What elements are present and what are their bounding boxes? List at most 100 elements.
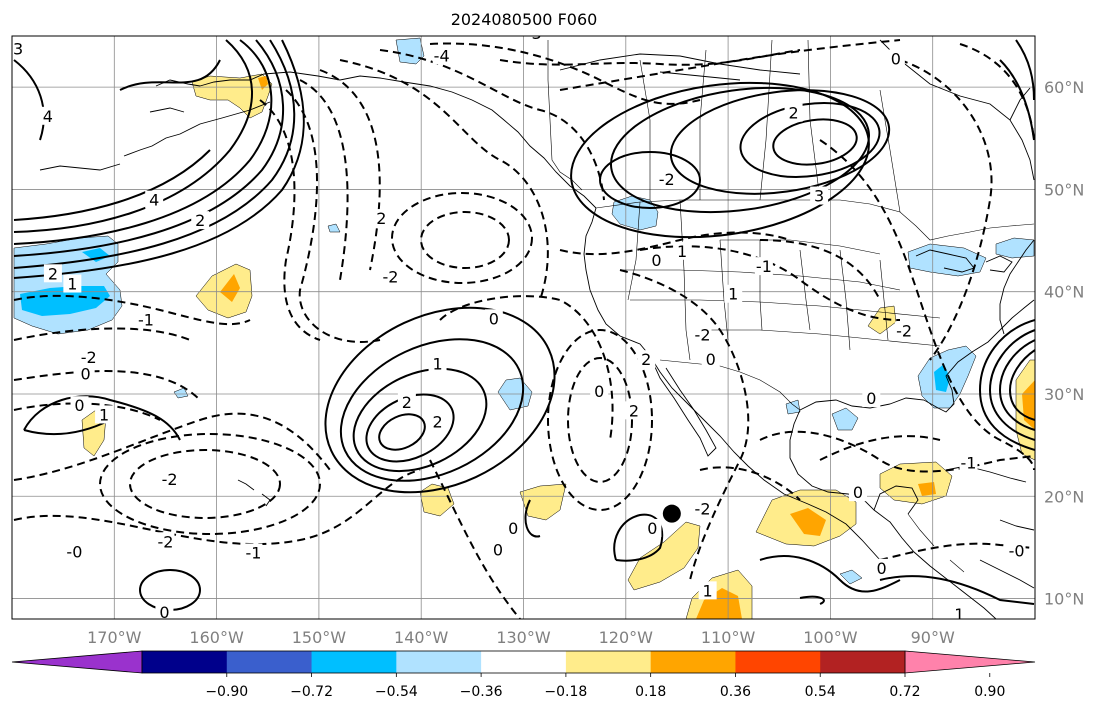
border-us-mexico [659, 359, 801, 411]
contour-label-bg [754, 257, 773, 276]
contour-label-bg [244, 543, 263, 562]
shade-negative [327, 223, 341, 233]
contour-label-bg [637, 350, 656, 369]
contour-label-bg [381, 267, 400, 286]
contour-label: 0 [866, 389, 876, 408]
lon-tick-label: 100°W [803, 628, 858, 647]
contour-line [13, 402, 161, 421]
contour-label: 0 [74, 396, 84, 415]
contour-label: 1 [728, 285, 738, 304]
contour-label-bg [1007, 541, 1026, 560]
lon-tick-label: 90°W [911, 628, 955, 647]
contour-label-bg [657, 170, 676, 189]
contour-line [559, 231, 791, 256]
colorbar-segment [142, 651, 228, 673]
colorbar-tick-label: 0.54 [805, 684, 836, 700]
contour-label: 2 [769, 19, 779, 38]
contour-label-bg [145, 190, 164, 209]
contour-label: 0 [489, 309, 499, 328]
contour-label: 3 [814, 187, 824, 206]
coast-east-us [999, 239, 1035, 335]
contour-label-bg [643, 518, 662, 537]
colorbar-segment [311, 651, 397, 673]
lat-tick-label: 20°N [1044, 487, 1084, 506]
contour-line [772, 118, 858, 166]
coast-caribbean [945, 465, 1035, 589]
contour-line [339, 338, 525, 482]
contour-line [669, 89, 891, 195]
contour-label-bg [76, 364, 95, 383]
contour-label: -2 [81, 348, 97, 367]
contour-label: 2 [641, 350, 651, 369]
contour-label: 0 [876, 559, 886, 578]
lon-tick-label: 150°W [292, 628, 347, 647]
contour-line [899, 59, 993, 361]
contour-label-bg [484, 309, 503, 328]
contour-line [324, 306, 556, 494]
coast-gulf [799, 299, 1035, 413]
contour-label: -2 [383, 267, 399, 286]
contour-line [988, 329, 1035, 441]
contour-line [599, 151, 701, 209]
lat-tick-label: 10°N [1044, 590, 1084, 609]
shade-positive-strong [1022, 380, 1035, 430]
contour-label: 0 [508, 519, 518, 538]
colorbar-segment [396, 651, 482, 673]
contour-label-bg [647, 250, 666, 269]
contour-line [13, 412, 331, 481]
coast-baja [649, 355, 717, 457]
contour-line [429, 42, 701, 105]
contour-line [259, 99, 321, 341]
contour-label-bg [693, 499, 712, 518]
contour-label-bg [488, 540, 507, 559]
shade-negative [173, 387, 189, 399]
contour-line [13, 469, 421, 546]
contour-line [13, 59, 45, 141]
map-frame [11, 35, 1036, 620]
contour-label: -2 [162, 470, 178, 489]
contour-label: 2 [629, 401, 639, 420]
contour-label-bg [849, 483, 868, 502]
contour-label-bg [673, 241, 692, 260]
contour-line [978, 319, 1035, 451]
contour-line [759, 555, 901, 593]
colorbar-segment [650, 651, 736, 673]
contour-label: 4 [149, 191, 159, 210]
coast-yucatan [873, 485, 919, 515]
contour-line [365, 393, 455, 463]
contour-label-bg [63, 274, 82, 293]
lon-tick-label: 160°W [189, 628, 244, 647]
contour-line [499, 49, 801, 66]
lon-tick-label: 130°W [496, 628, 551, 647]
contour-label: 2 [195, 211, 205, 230]
contour-line [13, 39, 285, 257]
contour-label: 0 [159, 603, 169, 622]
shade-negative [839, 569, 863, 585]
contour-line [819, 435, 941, 461]
shade-negative [831, 407, 859, 431]
contour-label-bg [155, 602, 174, 619]
contour-line [759, 430, 1035, 473]
colorbar-tick-label: 0.36 [720, 684, 751, 700]
shade-positive-strong [790, 508, 826, 536]
coast-great-lakes [915, 249, 1013, 273]
contour-label: -2 [157, 532, 173, 551]
contour-line [1008, 349, 1035, 421]
lat-tick-label: 50°N [1044, 180, 1084, 199]
shade-negative-strong [20, 286, 110, 316]
contour-label: -2 [659, 170, 675, 189]
contour-label-bg [160, 469, 179, 488]
contour-label-bg [428, 412, 447, 431]
contour-label: -1 [756, 257, 772, 276]
contour-line [879, 542, 1035, 561]
contour-label: -1 [961, 454, 977, 473]
contour-label-bg [191, 211, 210, 230]
contour-label-bg [895, 321, 914, 340]
colorbar-tick-label: 0.72 [889, 684, 920, 700]
contours-positive [13, 39, 1035, 611]
contour-label-bg [872, 558, 891, 577]
colorbar-tick-label: −0.72 [290, 684, 333, 700]
